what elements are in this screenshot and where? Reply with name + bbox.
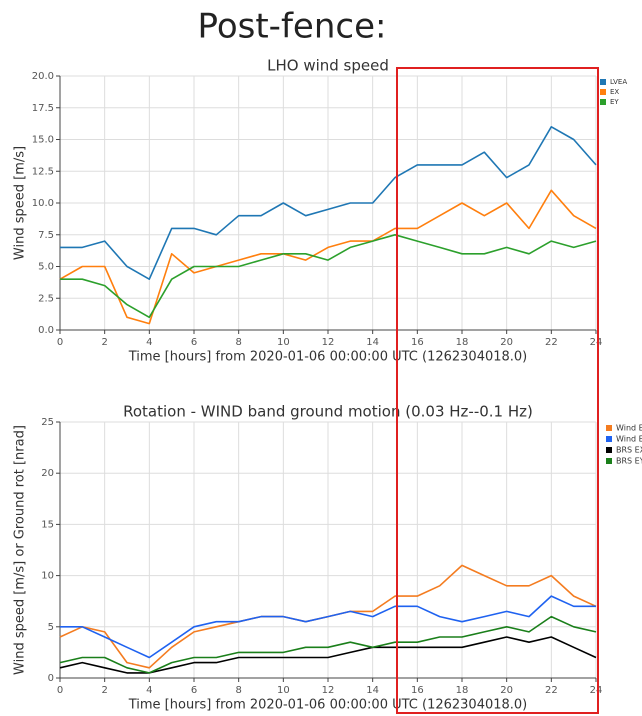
y-tick-label: 17.5 [32, 103, 54, 114]
x-tick-label: 14 [366, 685, 379, 696]
x-tick-label: 20 [500, 685, 513, 696]
legend-label: LVEA [610, 78, 627, 86]
x-tick-label: 22 [545, 685, 558, 696]
x-tick-label: 10 [277, 685, 290, 696]
series-line [60, 234, 597, 319]
y-tick-label: 20.0 [32, 71, 54, 82]
series-line [59, 189, 597, 325]
x-tick-label: 0 [57, 685, 63, 696]
x-axis-label: Time [hours] from 2020-01-06 00:00:00 UT… [128, 698, 528, 713]
series-line [59, 615, 597, 674]
y-axis-label: Wind speed [m/s] or Ground rot [nrad] [13, 425, 28, 675]
y-tick-label: 7.5 [38, 230, 54, 241]
y-tick-label: 10 [41, 571, 54, 582]
legend-swatch [606, 447, 612, 453]
y-tick-label: 5.0 [38, 262, 54, 273]
legend-swatch [600, 99, 606, 105]
chart-title: Rotation - WIND band ground motion (0.03… [123, 403, 533, 421]
chart-title: LHO wind speed [267, 57, 389, 75]
x-tick-label: 24 [590, 337, 603, 348]
series-line [60, 126, 597, 280]
legend-label: Wind E [616, 435, 642, 444]
legend-swatch [606, 436, 612, 442]
legend-swatch [600, 79, 606, 85]
y-tick-label: 12.5 [32, 166, 54, 177]
y-tick-label: 0 [48, 673, 54, 684]
y-axis-label: Wind speed [m/s] [13, 146, 28, 260]
x-tick-label: 24 [590, 685, 603, 696]
x-tick-label: 8 [235, 337, 241, 348]
y-tick-label: 20 [41, 468, 54, 479]
x-tick-label: 4 [146, 337, 152, 348]
y-tick-label: 25 [41, 417, 54, 428]
x-tick-label: 20 [500, 337, 513, 348]
legend-label: EX [610, 88, 619, 96]
legend-swatch [606, 425, 612, 431]
x-tick-label: 18 [456, 337, 469, 348]
x-tick-label: 8 [235, 685, 241, 696]
x-tick-label: 16 [411, 337, 424, 348]
highlight-box [396, 67, 599, 714]
y-tick-label: 5 [48, 622, 54, 633]
legend-label: BRS EX [616, 446, 642, 455]
legend-label: Wind E [616, 424, 642, 433]
x-tick-label: 12 [322, 337, 335, 348]
y-tick-label: 15.0 [32, 135, 54, 146]
y-tick-label: 10.0 [32, 198, 54, 209]
legend-swatch [600, 89, 606, 95]
x-tick-label: 14 [366, 337, 379, 348]
y-tick-label: 0.0 [38, 325, 54, 336]
series-line [60, 595, 596, 659]
x-tick-label: 6 [191, 685, 197, 696]
x-tick-label: 2 [101, 685, 107, 696]
x-tick-label: 4 [146, 685, 152, 696]
x-tick-label: 18 [456, 685, 469, 696]
legend-label: EY [610, 98, 619, 106]
page-title: Post-fence: [198, 7, 387, 47]
legend-swatch [606, 458, 612, 464]
x-tick-label: 12 [322, 685, 335, 696]
x-tick-label: 0 [57, 337, 63, 348]
x-tick-label: 2 [101, 337, 107, 348]
legend-label: BRS EY [616, 457, 642, 466]
x-tick-label: 16 [411, 685, 424, 696]
y-tick-label: 2.5 [38, 293, 54, 304]
x-tick-label: 10 [277, 337, 290, 348]
x-tick-label: 22 [545, 337, 558, 348]
y-tick-label: 15 [41, 519, 54, 530]
x-axis-label: Time [hours] from 2020-01-06 00:00:00 UT… [128, 350, 528, 365]
x-tick-label: 6 [191, 337, 197, 348]
